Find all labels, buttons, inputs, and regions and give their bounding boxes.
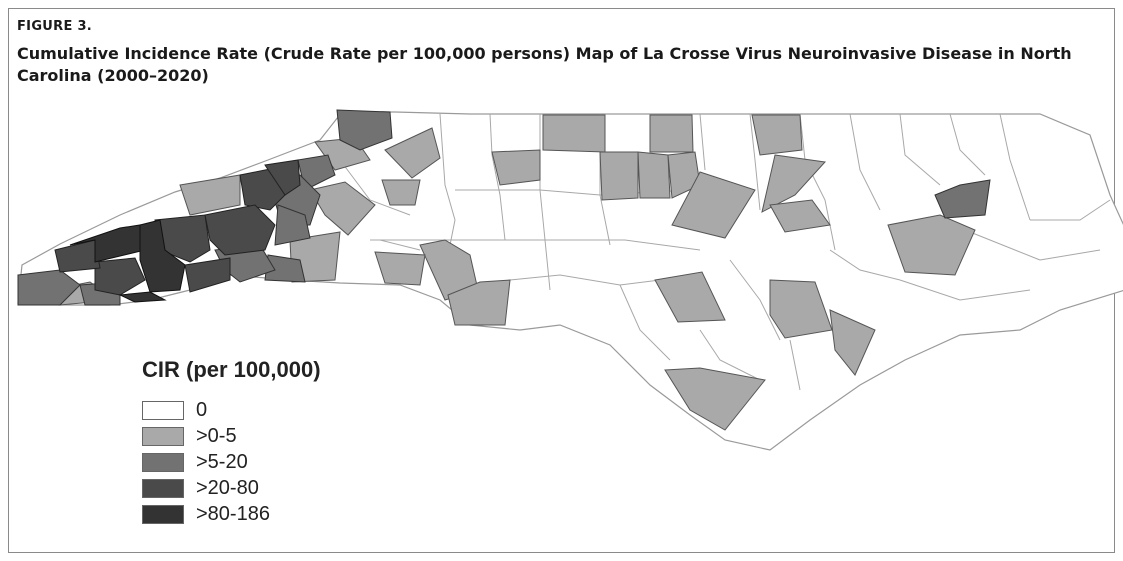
legend-item: 0 xyxy=(142,397,321,423)
counties-class-80-186 xyxy=(69,219,186,303)
legend-item: >20-80 xyxy=(142,475,321,501)
legend-swatch xyxy=(142,426,184,446)
legend-item: >80-186 xyxy=(142,501,321,527)
legend-swatch xyxy=(142,478,184,498)
county-boundaries xyxy=(339,113,1111,391)
map-legend: CIR (per 100,000) 0 >0-5 >5-20 >20-80 >8… xyxy=(142,357,321,527)
legend-swatch xyxy=(142,452,184,472)
legend-swatch xyxy=(142,400,184,420)
legend-item: >0-5 xyxy=(142,423,321,449)
legend-label: 0 xyxy=(196,398,208,421)
figure-title: Cumulative Incidence Rate (Crude Rate pe… xyxy=(17,44,1072,85)
legend-label: >0-5 xyxy=(196,424,237,447)
legend-title: CIR (per 100,000) xyxy=(142,357,321,382)
legend-label: >20-80 xyxy=(196,476,259,499)
counties-class-20-80 xyxy=(54,159,301,296)
figure-label: FIGURE 3. xyxy=(17,19,93,34)
legend-item: >5-20 xyxy=(142,449,321,475)
legend-swatch xyxy=(142,504,184,524)
legend-label: >80-186 xyxy=(196,502,270,525)
legend-label: >5-20 xyxy=(196,450,248,473)
